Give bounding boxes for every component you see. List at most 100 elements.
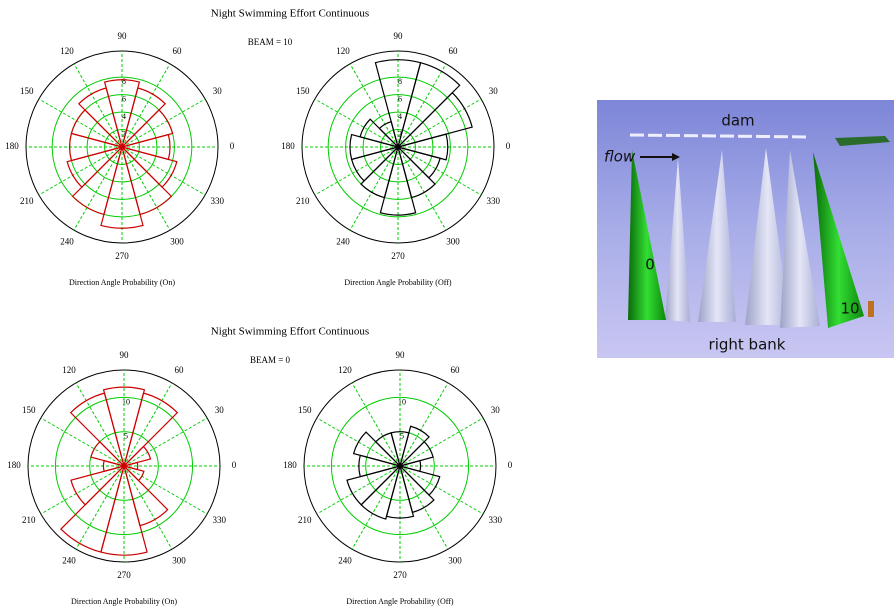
angle-tick-label: 150 <box>296 86 310 96</box>
angle-tick-label: 180 <box>7 460 21 470</box>
sector <box>119 109 174 149</box>
spoke <box>397 63 447 148</box>
angle-tick-label: 180 <box>281 141 295 151</box>
sector <box>350 145 401 182</box>
spoke <box>40 465 125 515</box>
angle-tick-label: 120 <box>338 365 352 375</box>
sector <box>121 464 145 482</box>
angle-tick-label: 180 <box>5 141 19 151</box>
sector <box>396 144 436 199</box>
angle-tick-label: 120 <box>62 365 76 375</box>
r-tick-label: 4 <box>122 112 126 121</box>
sector <box>102 386 146 469</box>
spoke <box>75 465 125 550</box>
spoke <box>38 146 123 196</box>
cone <box>745 148 790 325</box>
spoke <box>399 465 484 515</box>
angle-tick-label: 120 <box>336 46 350 56</box>
angle-tick-label: 150 <box>298 405 312 415</box>
spoke <box>351 382 401 467</box>
x-axis-label: Direction Angle Probability (On) <box>69 278 175 287</box>
angle-tick-label: 300 <box>170 236 184 246</box>
angle-tick-label: 210 <box>20 196 34 206</box>
sector <box>397 464 441 496</box>
spoke <box>121 146 171 231</box>
spoke <box>40 417 125 467</box>
angle-tick-label: 120 <box>60 46 74 56</box>
angle-tick-label: 30 <box>215 405 225 415</box>
r-tick-label: 5 <box>400 432 404 441</box>
marker <box>868 301 874 317</box>
green-cone <box>628 150 666 320</box>
angle-tick-label: 30 <box>489 86 499 96</box>
sector <box>379 144 417 216</box>
cone-label: 0 <box>645 256 655 274</box>
sector <box>352 431 403 468</box>
annotation: BEAM = 0 <box>250 355 291 365</box>
grid-ring <box>86 111 158 183</box>
angle-tick-label: 0 <box>230 141 235 151</box>
spoke <box>38 98 123 148</box>
cone <box>698 150 736 322</box>
spoke <box>397 98 482 148</box>
sector <box>119 145 178 188</box>
angle-tick-label: 300 <box>446 236 460 246</box>
chart-title: Night Swimming Effort Continuous <box>211 8 369 20</box>
sector <box>122 392 179 469</box>
angle-tick-label: 330 <box>487 196 501 206</box>
chart-title: Night Swimming Effort Continuous <box>211 326 369 338</box>
angle-tick-label: 90 <box>120 350 130 360</box>
angle-tick-label: 330 <box>213 515 227 525</box>
r-tick-label: 8 <box>398 77 402 86</box>
angle-tick-label: 60 <box>451 365 461 375</box>
angle-tick-label: 60 <box>173 46 183 56</box>
angle-tick-label: 90 <box>118 31 128 41</box>
angle-tick-label: 330 <box>489 515 503 525</box>
sector <box>374 59 422 150</box>
r-tick-label: 10 <box>122 397 130 406</box>
angle-tick-label: 270 <box>391 251 405 261</box>
sector <box>395 91 473 149</box>
sector <box>69 392 126 469</box>
sector <box>385 463 415 519</box>
dam-label: dam <box>721 112 754 130</box>
green-cone <box>813 152 864 328</box>
angle-tick-label: 270 <box>115 251 129 261</box>
grid-ring <box>51 76 193 218</box>
angle-tick-label: 240 <box>60 236 74 246</box>
sector <box>103 79 141 150</box>
angle-tick-label: 0 <box>232 460 237 470</box>
r-tick-label: 2 <box>122 129 126 138</box>
spoke <box>75 382 125 467</box>
spoke <box>399 417 484 467</box>
angle-tick-label: 60 <box>175 365 185 375</box>
annotation: BEAM = 10 <box>248 37 293 47</box>
x-axis-label: Direction Angle Probability (On) <box>71 597 177 606</box>
boat <box>835 136 890 146</box>
spoke <box>121 146 206 196</box>
spoke <box>351 465 401 550</box>
cone <box>780 150 820 328</box>
r-tick-label: 6 <box>122 94 126 103</box>
angle-tick-label: 90 <box>396 350 406 360</box>
angle-tick-label: 30 <box>491 405 501 415</box>
flow-label: flow <box>604 148 636 166</box>
sector <box>122 463 169 527</box>
angle-tick-label: 90 <box>394 31 404 41</box>
spoke <box>121 63 171 148</box>
sector <box>100 463 148 556</box>
grid-ring <box>89 431 159 501</box>
spoke <box>123 382 173 467</box>
grid-ring <box>327 76 469 218</box>
r-tick-label: 4 <box>398 112 402 121</box>
angle-tick-label: 210 <box>296 196 310 206</box>
sector <box>120 144 173 216</box>
angle-tick-label: 300 <box>448 555 462 565</box>
sector <box>100 144 144 229</box>
angle-tick-label: 300 <box>172 555 186 565</box>
angle-tick-label: 150 <box>22 405 36 415</box>
spoke <box>349 146 399 231</box>
angle-tick-label: 30 <box>213 86 223 96</box>
sector <box>360 144 400 199</box>
